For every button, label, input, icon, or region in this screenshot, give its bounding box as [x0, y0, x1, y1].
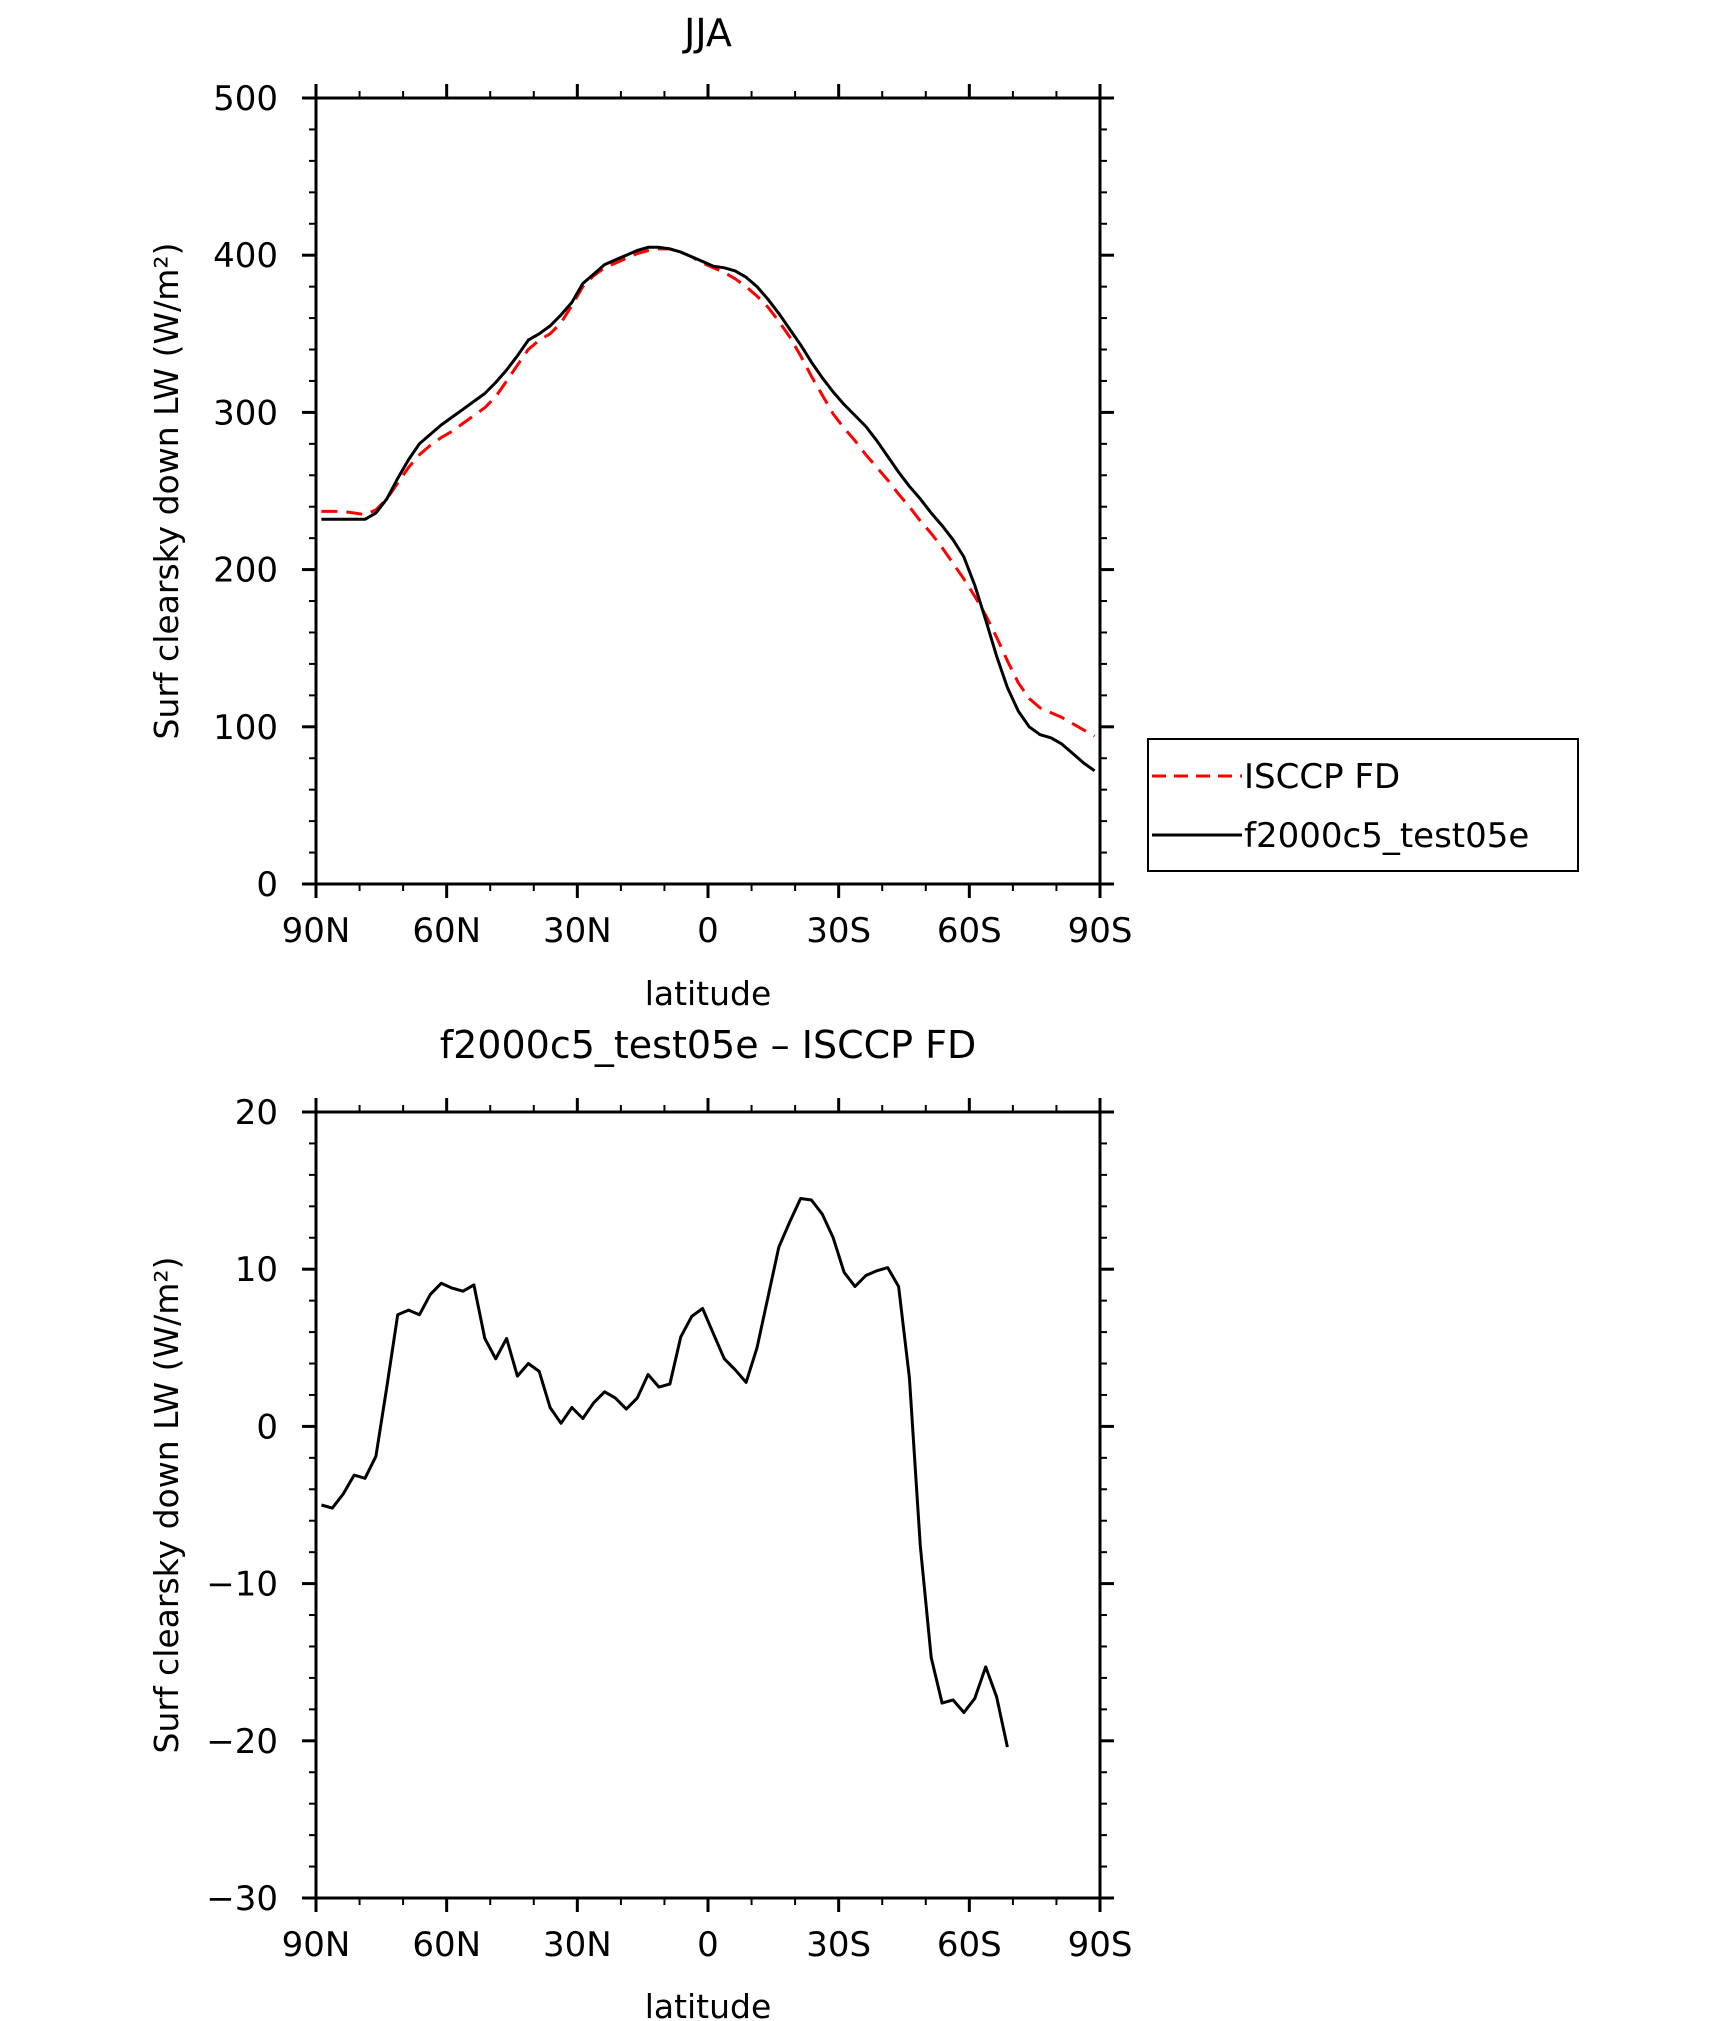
tick-marks — [302, 84, 1114, 898]
legend-box — [1147, 738, 1579, 872]
x-tick-label: 0 — [697, 1925, 719, 1965]
chart-title: f2000c5_test05e – ISCCP FD — [440, 1023, 977, 1067]
series-line-difference — [320, 1197, 1009, 1748]
x-tick-labels: 90N 60N 30N 0 30S 60S 90S — [282, 1925, 1133, 1965]
y-axis-label: Surf clearsky down LW (W/m²) — [147, 243, 186, 740]
plot-frame — [314, 1110, 1102, 1900]
series-layer — [320, 1197, 1009, 1748]
y-tick-label: 200 — [213, 551, 278, 591]
x-tick-label: 30N — [543, 911, 612, 951]
chart-title: JJA — [682, 11, 732, 55]
y-tick-label: 0 — [256, 1407, 278, 1447]
y-tick-label: 500 — [213, 79, 278, 119]
y-tick-label: −10 — [206, 1565, 278, 1605]
y-tick-label: 10 — [235, 1250, 278, 1290]
tick-marks — [302, 1098, 1114, 1912]
legend-label-isccp-fd: ISCCP FD — [1244, 757, 1400, 797]
x-tick-label: 90N — [282, 1925, 351, 1965]
x-tick-label: 90S — [1068, 911, 1133, 951]
x-tick-label: 60N — [412, 911, 481, 951]
panel-bottom: f2000c5_test05e – ISCCP FD 90N 60N 30N 0 30S… — [147, 1023, 1132, 2021]
legend: ISCCP FD f2000c5_test05e — [1147, 738, 1579, 872]
x-axis-label: latitude — [645, 1987, 772, 2021]
y-axis-label: Surf clearsky down LW (W/m²) — [147, 1257, 186, 1754]
panel-top: JJA 90N 60N 30N 0 30S 60S 90S 0 100 200 300 400 500… — [147, 11, 1579, 1013]
y-tick-labels: 0 100 200 300 400 500 — [213, 79, 278, 905]
series-line-isccp-fd — [321, 247, 1096, 738]
series-layer — [321, 245, 1096, 773]
series-line-f2000c5-test05e — [321, 245, 1096, 773]
plot-frame — [314, 96, 1102, 886]
x-tick-label: 0 — [697, 911, 719, 951]
x-tick-label: 60S — [937, 911, 1002, 951]
y-tick-label: 20 — [235, 1093, 278, 1133]
x-tick-label: 90S — [1068, 1925, 1133, 1965]
y-tick-label: −20 — [206, 1722, 278, 1762]
y-tick-label: 100 — [213, 708, 278, 748]
x-tick-label: 90N — [282, 911, 351, 951]
x-tick-labels: 90N 60N 30N 0 30S 60S 90S — [282, 911, 1133, 951]
x-tick-label: 30S — [806, 1925, 871, 1965]
x-tick-label: 30S — [806, 911, 871, 951]
x-tick-label: 30N — [543, 1925, 612, 1965]
y-tick-label: 300 — [213, 393, 278, 433]
y-tick-labels: −30 −20 −10 0 10 20 — [206, 1093, 278, 1919]
x-axis-label: latitude — [645, 974, 772, 1013]
y-tick-label: 0 — [256, 865, 278, 905]
x-tick-label: 60N — [412, 1925, 481, 1965]
y-tick-label: −30 — [206, 1879, 278, 1919]
legend-label-model: f2000c5_test05e — [1244, 816, 1529, 856]
x-tick-label: 60S — [937, 1925, 1002, 1965]
y-tick-label: 400 — [213, 236, 278, 276]
